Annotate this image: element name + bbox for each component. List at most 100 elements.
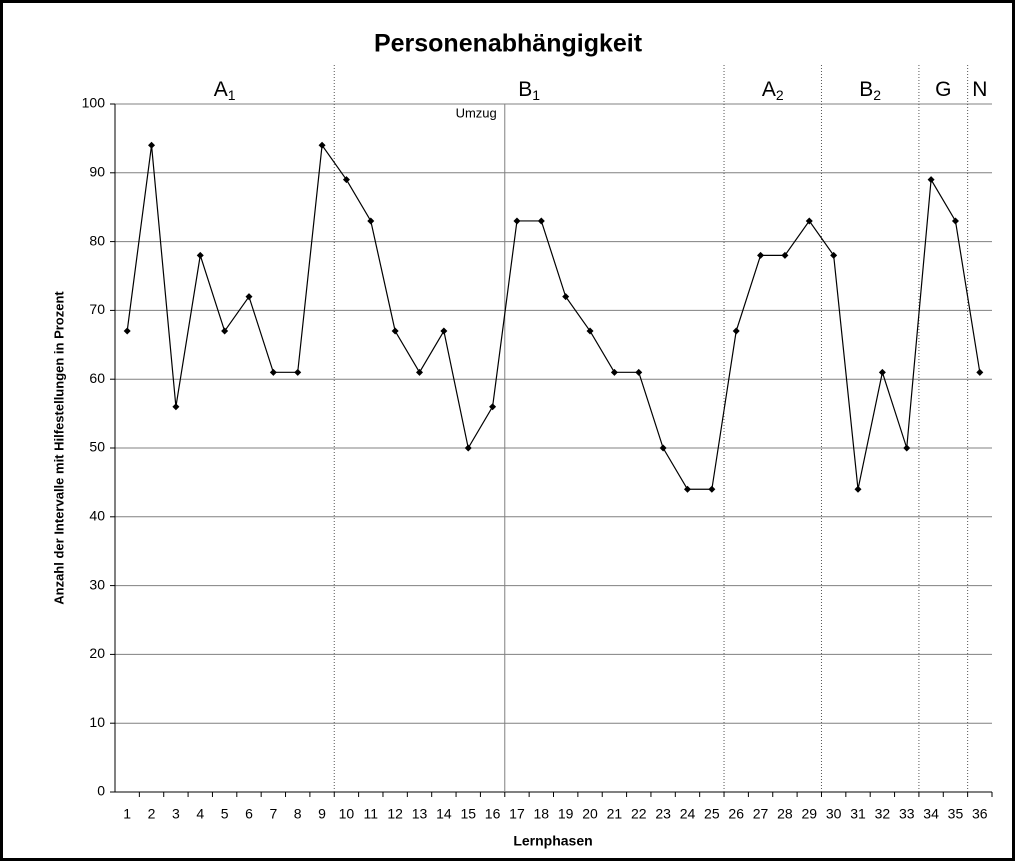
data-point (148, 141, 156, 149)
phase-label: A1 (214, 78, 236, 103)
phase-name: B (859, 78, 873, 101)
x-tick-label: 23 (655, 806, 671, 822)
x-tick-label: 17 (509, 806, 525, 822)
phase-subscript: 2 (776, 87, 784, 103)
data-point (805, 217, 813, 225)
x-tick-label: 34 (923, 806, 939, 822)
data-line (126, 143, 981, 490)
x-tick-label: 9 (318, 806, 326, 822)
x-tick-label: 20 (582, 806, 598, 822)
data-point (586, 327, 594, 335)
phase-name: B (518, 78, 532, 101)
y-tick-label: 100 (82, 95, 106, 111)
x-tick-label: 36 (972, 806, 988, 822)
data-point (732, 327, 740, 335)
data-point (269, 368, 277, 376)
data-point (976, 368, 984, 376)
x-tick-label: 15 (460, 806, 476, 822)
x-tick-label: 4 (196, 806, 204, 822)
y-tick-label: 20 (89, 645, 105, 661)
data-point (610, 368, 618, 376)
data-point (757, 251, 765, 259)
annotation-text: Umzug (456, 105, 497, 120)
x-tick-label: 11 (364, 806, 379, 822)
data-point (172, 403, 180, 411)
x-tick-label: 3 (172, 806, 180, 822)
phase-label: A2 (762, 78, 784, 103)
x-tick-label: 30 (826, 806, 842, 822)
y-tick-label: 90 (89, 164, 105, 180)
x-tick-label: 8 (294, 806, 302, 822)
data-point (416, 368, 424, 376)
x-tick-label: 2 (148, 806, 156, 822)
data-point (854, 485, 862, 493)
x-tick-label: 5 (221, 806, 229, 822)
data-point (391, 327, 399, 335)
y-tick-label: 50 (89, 439, 105, 455)
data-point (830, 251, 838, 259)
x-tick-label: 16 (485, 806, 501, 822)
x-tick-label: 14 (436, 806, 452, 822)
phase-name: G (935, 78, 951, 101)
x-tick-label: 10 (339, 806, 355, 822)
phase-subscript: 1 (532, 87, 540, 103)
phase-name: A (214, 78, 228, 101)
x-tick-label: 13 (412, 806, 428, 822)
data-point (659, 444, 667, 452)
chart-title: Personenabhängigkeit (374, 30, 643, 58)
phase-name: N (972, 78, 987, 101)
data-point (123, 327, 131, 335)
y-tick-label: 10 (89, 714, 105, 730)
x-tick-label: 33 (899, 806, 915, 822)
data-point (903, 444, 911, 452)
y-tick-label: 60 (89, 370, 105, 386)
phase-label: B1 (518, 78, 540, 103)
data-point (464, 444, 472, 452)
x-tick-label: 28 (777, 806, 793, 822)
y-tick-label: 30 (89, 576, 105, 592)
x-tick-label: 25 (704, 806, 720, 822)
data-point (951, 217, 959, 225)
data-point (245, 293, 253, 301)
x-tick-label: 26 (728, 806, 744, 822)
data-point (781, 251, 789, 259)
y-tick-label: 70 (89, 301, 105, 317)
y-axis-label: Anzahl der Intervalle mit Hilfestellunge… (51, 291, 66, 605)
data-point (537, 217, 545, 225)
data-point (294, 368, 302, 376)
data-point (196, 251, 204, 259)
x-tick-label: 18 (534, 806, 550, 822)
y-tick-label: 40 (89, 508, 105, 524)
data-point (927, 176, 935, 184)
phase-subscript: 1 (228, 87, 236, 103)
x-axis-label: Lernphasen (513, 833, 592, 849)
data-point (562, 293, 570, 301)
data-point (878, 368, 886, 376)
x-tick-label: 27 (753, 806, 769, 822)
phase-label: N (972, 78, 987, 101)
data-point (635, 368, 643, 376)
x-tick-label: 31 (850, 806, 866, 822)
x-tick-label: 22 (631, 806, 647, 822)
x-tick-label: 1 (123, 806, 131, 822)
x-tick-label: 35 (948, 806, 964, 822)
x-tick-label: 6 (245, 806, 253, 822)
data-point (683, 485, 691, 493)
data-point (489, 403, 497, 411)
phase-name: A (762, 78, 776, 101)
x-tick-label: 7 (269, 806, 277, 822)
phase-subscript: 2 (873, 87, 881, 103)
data-point (513, 217, 521, 225)
data-point (318, 141, 326, 149)
x-tick-label: 12 (387, 806, 403, 822)
x-tick-label: 21 (607, 806, 623, 822)
phase-label: G (935, 78, 951, 101)
data-point (342, 176, 350, 184)
x-tick-label: 32 (875, 806, 891, 822)
x-tick-label: 24 (680, 806, 696, 822)
x-tick-label: 29 (802, 806, 818, 822)
data-point (367, 217, 375, 225)
y-tick-label: 0 (97, 783, 105, 799)
